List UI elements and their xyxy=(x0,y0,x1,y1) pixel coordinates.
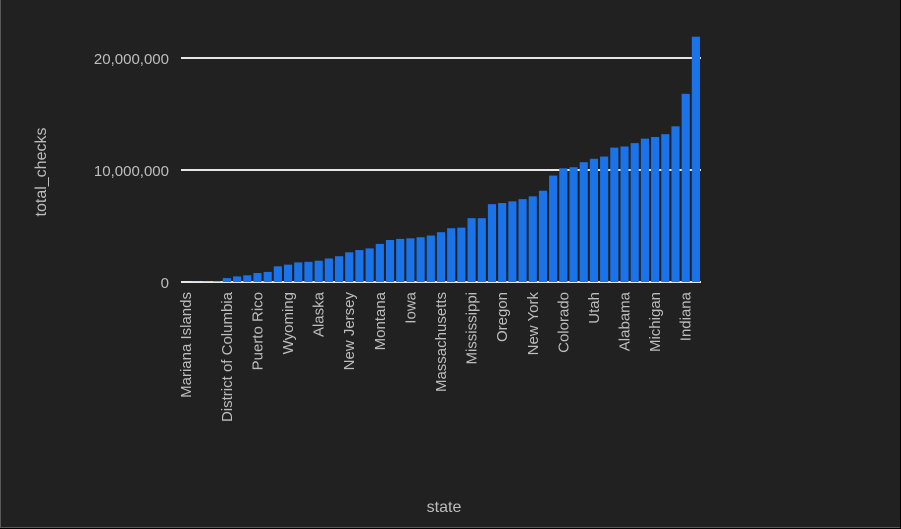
bar[interactable] xyxy=(263,271,272,282)
y-axis-ticks: 0 10,000,000 20,000,000 xyxy=(94,51,169,292)
bar[interactable] xyxy=(426,235,435,282)
x-tick-label: Wyoming xyxy=(280,292,297,354)
bar[interactable] xyxy=(538,190,548,282)
x-tick-label: Utah xyxy=(586,292,603,324)
bar[interactable] xyxy=(436,232,446,282)
y-tick-label: 10,000,000 xyxy=(94,163,169,180)
x-tick-label: Montana xyxy=(372,291,389,350)
bar[interactable] xyxy=(569,167,578,282)
bar[interactable] xyxy=(487,204,497,282)
bar[interactable] xyxy=(345,252,354,282)
bar[interactable] xyxy=(518,199,527,282)
bar[interactable] xyxy=(396,238,405,282)
y-axis-title: total_checks xyxy=(33,128,50,217)
x-tick-label: Colorado xyxy=(555,292,572,353)
bar[interactable] xyxy=(600,156,609,282)
bar[interactable] xyxy=(283,264,293,282)
bar[interactable] xyxy=(508,201,517,282)
bar[interactable] xyxy=(233,276,242,282)
bars xyxy=(192,36,700,282)
bar[interactable] xyxy=(671,126,680,282)
bar[interactable] xyxy=(222,278,231,282)
x-tick-label: Massachusetts xyxy=(433,292,450,392)
bar[interactable] xyxy=(589,158,599,282)
x-tick-label: Oregon xyxy=(494,292,511,342)
bar[interactable] xyxy=(447,228,456,282)
bar[interactable] xyxy=(273,266,282,282)
x-tick-label: Iowa xyxy=(402,291,419,323)
bar[interactable] xyxy=(324,258,333,282)
bar[interactable] xyxy=(416,237,425,282)
bar[interactable] xyxy=(630,143,639,282)
bar[interactable] xyxy=(691,36,700,282)
x-tick-label: Mississippi xyxy=(464,292,481,365)
bar[interactable] xyxy=(640,138,649,282)
bar[interactable] xyxy=(467,218,476,282)
x-tick-label: New York xyxy=(525,292,542,356)
x-tick-label: Alaska xyxy=(311,291,328,337)
x-axis-ticks: Mariana Islands District of Columbia Puert… xyxy=(178,291,695,422)
bar[interactable] xyxy=(620,146,629,282)
bar[interactable] xyxy=(579,162,588,282)
x-tick-label: New Jersey xyxy=(341,292,358,371)
x-tick-label: Puerto Rico xyxy=(249,292,266,370)
bar[interactable] xyxy=(498,203,507,282)
x-tick-label: Michigan xyxy=(647,292,664,352)
x-tick-label: Alabama xyxy=(617,291,634,351)
bar[interactable] xyxy=(559,168,568,282)
bar[interactable] xyxy=(375,243,384,282)
bar[interactable] xyxy=(334,256,344,282)
x-axis-title: state xyxy=(427,499,462,516)
y-tick-label: 0 xyxy=(161,275,169,292)
x-tick-label: Mariana Islands xyxy=(178,292,195,398)
bar[interactable] xyxy=(477,218,486,282)
bar[interactable] xyxy=(355,250,364,282)
bar[interactable] xyxy=(681,93,690,282)
bar[interactable] xyxy=(549,175,558,282)
bar[interactable] xyxy=(294,262,303,282)
bar[interactable] xyxy=(314,260,323,282)
bar[interactable] xyxy=(661,134,670,282)
bar[interactable] xyxy=(406,238,415,282)
bar[interactable] xyxy=(610,147,619,282)
bar[interactable] xyxy=(365,248,374,282)
bar[interactable] xyxy=(385,240,395,282)
bar[interactable] xyxy=(253,273,262,282)
bar[interactable] xyxy=(528,196,537,282)
bar[interactable] xyxy=(651,136,660,282)
x-tick-label: Indiana xyxy=(678,291,695,341)
bar[interactable] xyxy=(243,275,252,282)
y-tick-label: 20,000,000 xyxy=(94,51,169,68)
bar[interactable] xyxy=(457,227,466,282)
x-tick-label: District of Columbia xyxy=(219,291,236,422)
bar[interactable] xyxy=(304,261,313,282)
